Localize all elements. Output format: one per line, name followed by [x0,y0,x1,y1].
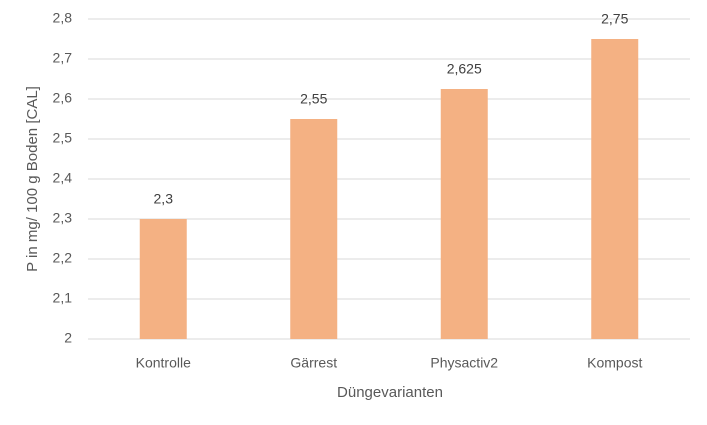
bar [139,219,187,339]
y-tick-label: 2,4 [53,170,73,186]
x-tick-label: Gärrest [290,355,337,371]
bar [440,89,488,339]
x-tick-label: Kompost [587,355,642,371]
y-tick-label: 2,6 [53,90,73,106]
data-label: 2,625 [447,61,482,77]
data-label: 2,55 [300,91,327,107]
x-tick-label: Physactiv2 [430,355,498,371]
y-tick-label: 2,2 [53,250,73,266]
bar [591,39,639,339]
bar [290,119,338,339]
y-tick-label: 2,5 [53,130,73,146]
x-axis-label: Düngevarianten [337,384,443,401]
y-tick-label: 2,8 [53,10,73,26]
y-tick-label: 2,7 [53,50,73,66]
y-tick-label: 2,3 [53,210,73,226]
data-label: 2,75 [601,11,628,27]
y-axis-label: P in mg/ 100 g Boden [CAL] [24,86,41,272]
x-tick-label: Kontrolle [136,355,191,371]
y-tick-label: 2,1 [53,290,73,306]
y-tick-label: 2 [64,330,72,346]
data-label: 2,3 [154,191,174,207]
